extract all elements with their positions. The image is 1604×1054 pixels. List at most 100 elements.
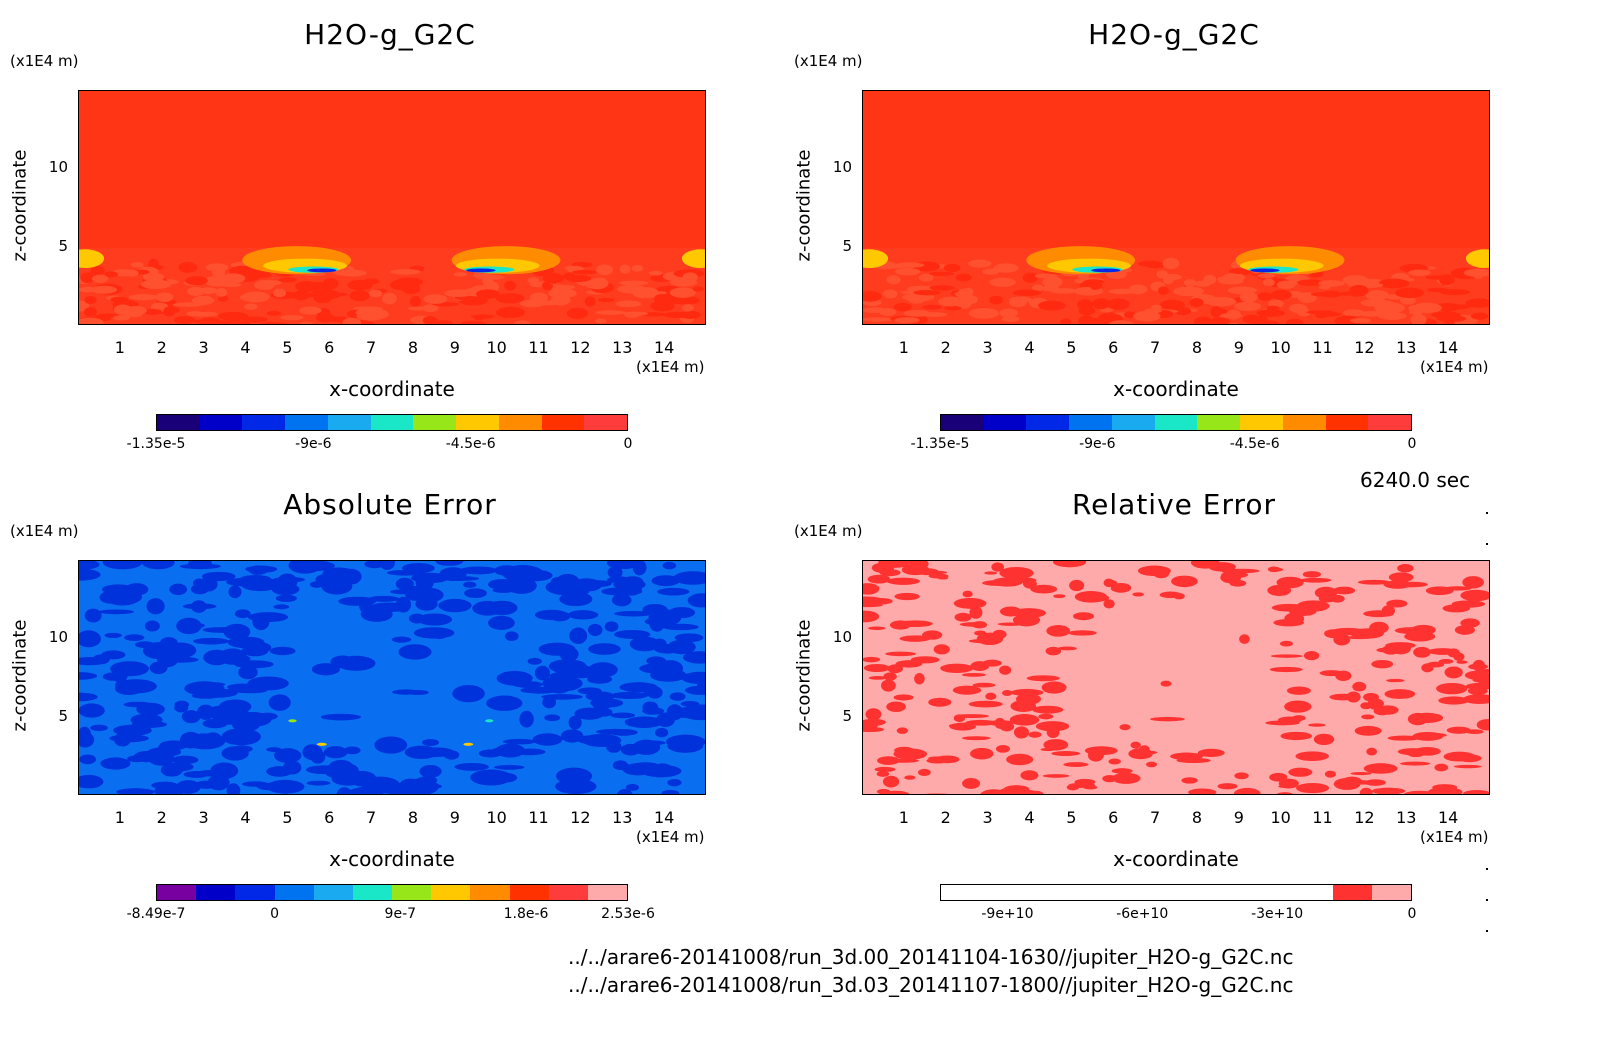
x-tick-label: 14	[653, 808, 675, 827]
heatmap-noise	[173, 316, 196, 324]
rel-error-patch	[999, 721, 1015, 732]
heatmap-noise	[363, 321, 375, 324]
heatmap-noise	[422, 304, 439, 313]
heatmap-noise	[1083, 279, 1105, 284]
rel-error-patch	[999, 665, 1012, 675]
rel-error-patch	[1063, 762, 1089, 767]
error-patch	[681, 671, 705, 685]
rel-error-patch	[869, 597, 893, 605]
heatmap-noise	[1009, 296, 1033, 303]
rel-error-patch	[982, 659, 1002, 667]
heatmap-noise	[1106, 298, 1130, 310]
error-patch	[555, 778, 597, 794]
error-patch	[124, 583, 149, 596]
heatmap-noise	[198, 317, 223, 324]
heatmap-noise	[565, 274, 592, 283]
heatmap-noise	[1128, 284, 1148, 295]
colorbar-segment	[313, 885, 353, 900]
error-patch	[331, 772, 365, 786]
heatmap-noise	[894, 317, 920, 324]
heatmap-noise	[1108, 320, 1134, 324]
rel-error-patch	[1132, 592, 1145, 597]
rel-error-patch	[1400, 761, 1431, 766]
x-tick-label: 10	[1270, 338, 1291, 357]
x-tick-label: 3	[198, 808, 209, 827]
rel-error-patch	[1225, 568, 1260, 574]
heatmap-noise	[130, 262, 144, 268]
heatmap-noise	[967, 259, 992, 268]
error-patch	[549, 611, 571, 622]
heatmap-noise	[1377, 312, 1407, 320]
heatmap-noise	[958, 288, 971, 296]
heatmap-noise	[632, 286, 659, 299]
rel-error-patch	[865, 708, 882, 721]
x-tick-label: 2	[156, 808, 167, 827]
error-patch	[611, 593, 632, 607]
error-patch	[617, 788, 633, 794]
heatmap-noise	[527, 277, 540, 284]
rel-error-patch	[1030, 584, 1058, 594]
rel-error-patch	[962, 777, 981, 789]
heatmap-noise	[476, 289, 500, 299]
colorbar-segment	[1215, 885, 1255, 900]
x-tick-label: 1	[114, 338, 125, 357]
y-tick-label: 5	[58, 706, 68, 725]
rel-error-patch	[1314, 586, 1338, 599]
error-patch	[359, 597, 373, 614]
error-patch	[169, 583, 188, 596]
heatmap-noise	[299, 321, 314, 324]
colorbar-tick-label: 0	[623, 436, 633, 452]
colorbar-segment	[285, 415, 328, 430]
error-patch	[411, 572, 450, 584]
x-tick-label: 6	[324, 338, 335, 357]
heatmap-noise	[121, 309, 143, 316]
rel-error-patch	[1361, 714, 1375, 720]
colorbar	[156, 884, 628, 901]
rel-error-patch	[1302, 571, 1322, 578]
x-tick-label: 10	[486, 338, 507, 357]
x-tick-label: 13	[612, 808, 633, 827]
heatmap-noise	[423, 294, 448, 304]
heatmap-noise	[1221, 275, 1239, 281]
heatmap-noise	[84, 295, 97, 304]
error-patch	[413, 627, 455, 639]
heatmap-noise	[1359, 310, 1383, 317]
x-tick-label: 14	[653, 338, 675, 357]
heatmap-noise	[989, 277, 1017, 287]
colorbar-segment	[1154, 415, 1198, 430]
rel-error-patch	[1052, 561, 1087, 568]
heatmap-noise	[1173, 286, 1204, 297]
error-patch	[422, 739, 440, 746]
time-label: 6240.0 sec	[1360, 468, 1471, 492]
heatmap-noise	[191, 295, 215, 306]
error-patch	[79, 568, 101, 581]
heatmap-noise	[519, 299, 546, 308]
heatmap-noise	[1038, 300, 1066, 311]
y-unit-label: (x1E4 m)	[794, 52, 863, 70]
colorbar-segment	[983, 415, 1027, 430]
error-patch	[639, 663, 680, 674]
heatmap-noise	[1174, 307, 1192, 316]
x-tick-label: 8	[407, 808, 419, 827]
error-patch	[323, 746, 348, 759]
colorbar-tick-label: -9e-6	[1079, 436, 1116, 452]
heatmap-noise	[596, 264, 614, 276]
rel-error-patch	[1188, 788, 1217, 794]
rel-error-patch	[984, 571, 998, 575]
error-patch	[183, 770, 210, 778]
heatmap-noise	[1124, 311, 1136, 319]
heatmap-noise	[185, 276, 208, 286]
error-patch	[671, 707, 697, 718]
rel-error-patch	[1434, 763, 1449, 772]
x-tick-label: 8	[1191, 338, 1203, 357]
rel-error-patch	[863, 610, 880, 623]
x-tick-label: 14	[1437, 808, 1459, 827]
x-unit-label: (x1E4 m)	[636, 828, 705, 846]
decor-dot	[1486, 543, 1488, 545]
heatmap-noise	[1427, 287, 1449, 293]
rel-error-patch	[949, 722, 976, 731]
rel-error-patch	[1103, 579, 1118, 587]
heatmap-band	[79, 91, 705, 248]
rel-error-patch	[1197, 748, 1225, 757]
colorbar-tick-label: 2.53e-6	[601, 906, 655, 922]
